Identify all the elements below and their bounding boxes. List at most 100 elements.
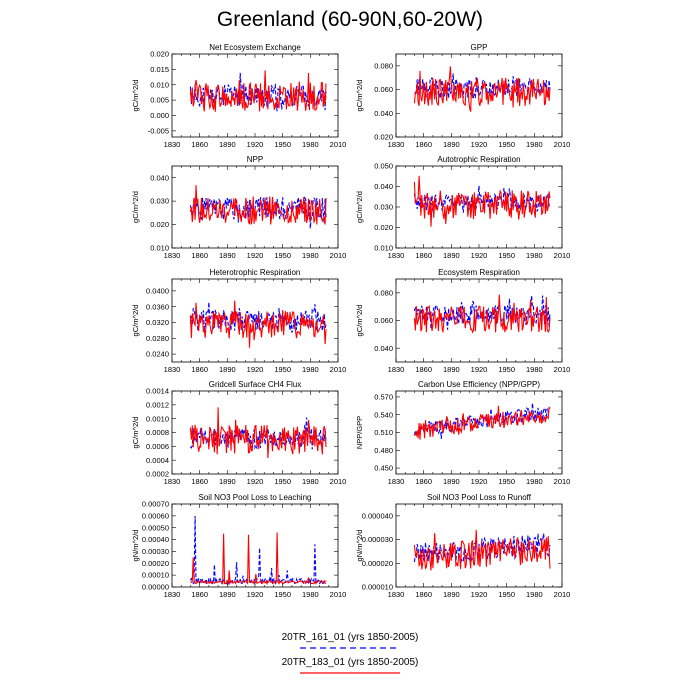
- y-tick-label: 0.0400: [146, 286, 169, 295]
- y-tick-label: 0.005: [150, 96, 169, 105]
- x-tick-label: 2010: [330, 365, 347, 374]
- x-tick-label: 1950: [274, 590, 291, 599]
- x-tick-label: 1980: [302, 140, 319, 149]
- y-tick-label: 0.0010: [146, 414, 169, 423]
- y-tick-label: 0.000040: [362, 511, 393, 520]
- series-line-1: [413, 533, 551, 563]
- x-tick-label: 1860: [415, 590, 432, 599]
- chart-panel-7: 1830 1860 1890 1920 1950 1980 2010 0.0002 0.0004…: [131, 380, 346, 486]
- chart-panel-5: 1830 1860 1890 1920 1950 1980 2010 0.0240 0.0280…: [131, 268, 346, 374]
- y-tick-label: -0.005: [148, 126, 169, 135]
- y-tick-label: 0.0006: [146, 442, 169, 451]
- panel-title: Autotrophic Respiration: [437, 155, 520, 164]
- x-tick-label: 1860: [415, 140, 432, 149]
- x-tick-label: 1890: [443, 140, 460, 149]
- x-tick-label: 1890: [219, 590, 236, 599]
- legend-entry-2-label: 20TR_183_01 (yrs 1850-2005): [281, 657, 419, 668]
- y-axis-label: NPP/GPP: [355, 416, 364, 449]
- x-tick-label: 1920: [247, 590, 264, 599]
- y-tick-label: 0.0320: [146, 318, 169, 327]
- chart-panel-8: 1830 1860 1890 1920 1950 1980 2010 0.450 0.480 0.…: [355, 380, 570, 486]
- y-tick-label: 0.00050: [142, 523, 169, 532]
- y-tick-label: 0.010: [150, 244, 169, 253]
- y-axis-label: gC/m^2/d: [131, 80, 140, 112]
- y-axis-label: gC/m^2/d: [131, 417, 140, 449]
- series-line-1: [189, 515, 327, 586]
- y-tick-label: 0.000: [150, 111, 169, 120]
- x-tick-label: 1950: [498, 140, 515, 149]
- y-tick-label: 0.00070: [142, 500, 169, 509]
- x-tick-label: 1980: [526, 251, 543, 260]
- x-tick-label: 1890: [219, 251, 236, 260]
- x-tick-label: 1920: [247, 251, 264, 260]
- legend-entry-1-swatch: [300, 647, 400, 649]
- y-tick-label: 0.0008: [146, 428, 169, 437]
- series-line-1: [189, 72, 327, 112]
- y-axis-label: gC/m^2/d: [355, 305, 364, 337]
- y-tick-label: 0.020: [374, 223, 393, 232]
- y-tick-label: 0.0014: [146, 387, 169, 396]
- y-axis-label: gC/m^2/d: [355, 80, 364, 112]
- x-tick-label: 1980: [526, 590, 543, 599]
- y-tick-label: 0.050: [374, 162, 393, 171]
- x-tick-label: 1830: [388, 140, 405, 149]
- x-tick-label: 1920: [247, 140, 264, 149]
- series-line-2: [189, 407, 327, 459]
- y-tick-label: 0.040: [374, 109, 393, 118]
- y-axis-label: gC/m^2/d: [131, 305, 140, 337]
- chart-panel-6: 1830 1860 1890 1920 1950 1980 2010 0.040 0.060 0.…: [355, 268, 570, 374]
- y-tick-label: 0.00000: [142, 583, 169, 592]
- y-tick-label: 0.0002: [146, 470, 169, 479]
- x-tick-label: 1830: [164, 365, 181, 374]
- x-tick-label: 2010: [330, 590, 347, 599]
- x-tick-label: 1860: [191, 140, 208, 149]
- x-tick-label: 2010: [330, 251, 347, 260]
- y-tick-label: 0.015: [150, 65, 169, 74]
- y-tick-label: 0.0240: [146, 350, 169, 359]
- x-tick-label: 1920: [471, 477, 488, 486]
- x-tick-label: 1860: [415, 365, 432, 374]
- x-tick-label: 2010: [554, 590, 571, 599]
- y-tick-label: 0.570: [374, 393, 393, 402]
- x-tick-label: 1920: [471, 251, 488, 260]
- x-tick-label: 1980: [302, 590, 319, 599]
- panel-title: Net Ecosystem Exchange: [209, 43, 301, 52]
- y-tick-label: 0.000020: [362, 559, 393, 568]
- chart-panel-9: 1830 1860 1890 1920 1950 1980 2010 0.00000 0.000…: [131, 493, 346, 599]
- x-tick-label: 1950: [498, 477, 515, 486]
- x-tick-label: 1920: [471, 590, 488, 599]
- series-line-1: [413, 403, 551, 439]
- y-tick-label: 0.020: [150, 50, 169, 59]
- x-tick-label: 1830: [164, 251, 181, 260]
- y-tick-label: 0.0012: [146, 400, 169, 409]
- y-tick-label: 0.00030: [142, 547, 169, 556]
- y-tick-label: 0.030: [150, 197, 169, 206]
- series-line-2: [189, 70, 327, 112]
- y-tick-label: 0.00060: [142, 511, 169, 520]
- panel-title: Soil NO3 Pool Loss to Runoff: [427, 493, 532, 502]
- x-tick-label: 1890: [219, 365, 236, 374]
- y-tick-label: 0.010: [374, 244, 393, 253]
- x-tick-label: 1920: [471, 365, 488, 374]
- y-tick-label: 0.030: [374, 203, 393, 212]
- x-tick-label: 1830: [388, 590, 405, 599]
- y-axis-label: gC/m^2/d: [355, 191, 364, 223]
- x-tick-label: 1980: [526, 140, 543, 149]
- x-tick-label: 1950: [274, 477, 291, 486]
- figure-title: Greenland (60-90N,60-20W): [216, 8, 484, 31]
- series-line-2: [413, 405, 551, 440]
- x-tick-label: 1890: [443, 477, 460, 486]
- x-tick-label: 1860: [191, 365, 208, 374]
- panel-title: Carbon Use Efficiency (NPP/GPP): [418, 380, 540, 389]
- x-tick-label: 1980: [526, 365, 543, 374]
- x-tick-label: 1830: [164, 477, 181, 486]
- y-axis-label: gN/m^2/d: [131, 530, 140, 562]
- y-tick-label: 0.540: [374, 410, 393, 419]
- x-tick-label: 1950: [498, 590, 515, 599]
- y-tick-label: 0.080: [374, 288, 393, 297]
- y-tick-label: 0.040: [150, 173, 169, 182]
- y-tick-label: 0.010: [150, 80, 169, 89]
- series-line-2: [189, 185, 327, 225]
- chart-panel-10: 1830 1860 1890 1920 1950 1980 2010 0.000010 0.00…: [355, 493, 570, 599]
- series-line-2: [413, 529, 551, 571]
